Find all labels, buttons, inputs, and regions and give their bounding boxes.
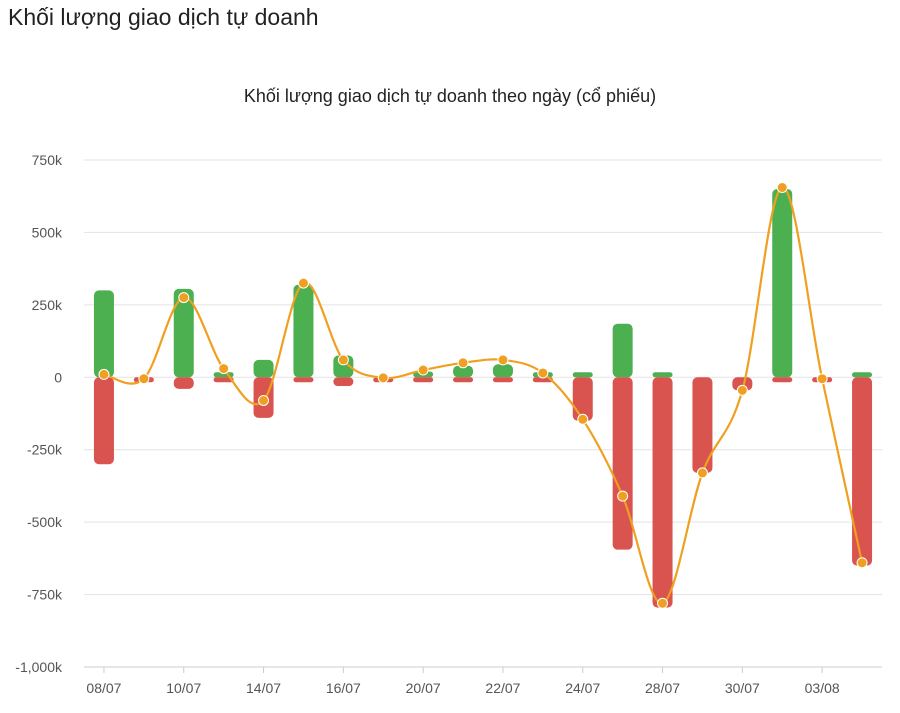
line-point[interactable] (218, 363, 230, 375)
line-point[interactable] (98, 368, 110, 380)
bar-buy[interactable] (852, 372, 873, 378)
x-tick-label: 30/07 (725, 680, 760, 696)
bar-sell[interactable] (692, 377, 713, 473)
bar-buy[interactable] (492, 364, 513, 378)
line-point[interactable] (497, 354, 509, 366)
x-tick-label: 10/07 (166, 680, 201, 696)
line-point[interactable] (377, 372, 389, 384)
y-tick-label: 750k (32, 152, 63, 168)
bar-buy[interactable] (293, 284, 314, 378)
y-tick-label: 0 (54, 369, 62, 385)
y-tick-label: 500k (32, 224, 63, 240)
bar-buy[interactable] (93, 290, 114, 378)
bar-buy[interactable] (772, 188, 793, 378)
x-tick-label: 20/07 (406, 680, 441, 696)
line-point[interactable] (417, 364, 429, 376)
x-tick-label: 28/07 (645, 680, 680, 696)
bar-sell[interactable] (732, 377, 753, 391)
bar-sell[interactable] (413, 377, 434, 383)
y-tick-label: 250k (32, 297, 63, 313)
page-title: Khối lượng giao dịch tự doanh (8, 4, 319, 30)
bar-sell[interactable] (93, 377, 114, 465)
x-tick-label: 03/08 (805, 680, 840, 696)
bar-buy[interactable] (652, 372, 673, 378)
line-point[interactable] (736, 384, 748, 396)
bar-sell[interactable] (492, 377, 513, 383)
line-point[interactable] (776, 182, 788, 194)
line-point[interactable] (577, 413, 589, 425)
bar-sell[interactable] (612, 377, 633, 550)
line-point[interactable] (297, 277, 309, 289)
bar-buy[interactable] (173, 288, 194, 378)
bar-buy[interactable] (253, 359, 274, 378)
line-point[interactable] (696, 467, 708, 479)
x-tick-label: 22/07 (485, 680, 520, 696)
line-point[interactable] (138, 373, 150, 385)
line-point[interactable] (457, 357, 469, 369)
x-tick-label: 08/07 (86, 680, 121, 696)
line-point[interactable] (537, 367, 549, 379)
bar-sell[interactable] (652, 377, 673, 608)
bar-sell[interactable] (173, 377, 194, 389)
bar-buy[interactable] (612, 323, 633, 378)
y-tick-label: -750k (27, 587, 63, 603)
bar-buy[interactable] (572, 372, 593, 378)
y-tick-label: -500k (27, 514, 63, 530)
x-tick-label: 24/07 (565, 680, 600, 696)
bar-sell[interactable] (293, 377, 314, 383)
bar-buy[interactable] (453, 365, 474, 378)
y-tick-label: -1,000k (15, 659, 63, 675)
y-tick-label: -250k (27, 442, 63, 458)
bar-sell[interactable] (532, 377, 553, 383)
net-volume-line (103, 186, 864, 605)
bar-sell[interactable] (852, 377, 873, 566)
line-point[interactable] (657, 597, 669, 609)
chart-title: Khối lượng giao dịch tự doanh theo ngày … (243, 86, 657, 106)
line-point[interactable] (856, 557, 868, 569)
bar-sell[interactable] (453, 377, 474, 383)
line-point[interactable] (258, 394, 270, 406)
bar-sell[interactable] (213, 377, 234, 383)
x-tick-label: 16/07 (326, 680, 361, 696)
bar-sell[interactable] (333, 377, 354, 386)
line-point[interactable] (816, 373, 828, 385)
line-point[interactable] (617, 490, 629, 502)
line-point[interactable] (178, 292, 190, 304)
line-point[interactable] (337, 354, 349, 366)
x-tick-label: 14/07 (246, 680, 281, 696)
bar-sell[interactable] (772, 377, 793, 383)
